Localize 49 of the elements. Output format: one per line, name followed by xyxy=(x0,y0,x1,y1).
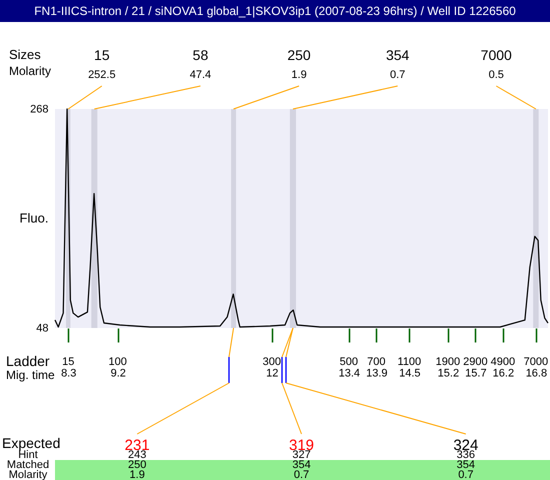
annotation: 252.5 xyxy=(88,69,116,81)
annotation: 0.5 xyxy=(488,69,504,81)
text: Expected xyxy=(2,435,60,451)
text: 700 xyxy=(367,356,386,368)
text: 15 xyxy=(94,47,110,63)
text: 7000 xyxy=(524,356,548,368)
x-tick-label: 12 xyxy=(266,368,278,380)
x-tick-label: 13.4 xyxy=(338,368,360,380)
x-tick-label: 14.5 xyxy=(399,368,421,380)
text: 58 xyxy=(192,47,208,63)
y-tick-label: 268 xyxy=(30,104,48,116)
y-axis-title: Fluo. xyxy=(20,210,48,226)
text: 100 xyxy=(108,356,127,368)
text: 354 xyxy=(386,47,410,63)
text: 1.9 xyxy=(130,469,145,480)
x-tick-label: 15.7 xyxy=(465,368,487,380)
x-tick-label: 9.2 xyxy=(110,368,126,380)
annotation: 1.9 xyxy=(291,69,307,81)
text: Hint xyxy=(18,449,38,461)
text: Sizes xyxy=(9,47,42,62)
text: 300 xyxy=(262,356,281,368)
text: 1100 xyxy=(398,356,422,368)
text: 0.7 xyxy=(458,469,474,480)
text: Matched xyxy=(6,459,50,471)
text: 250 xyxy=(287,47,311,63)
text: 250 xyxy=(128,459,146,471)
text: 7000 xyxy=(480,47,512,63)
annotation: 47.4 xyxy=(190,69,212,81)
x-tick-label: 13.9 xyxy=(366,368,388,380)
text: 354 xyxy=(456,459,476,471)
x-tick-label: 16.8 xyxy=(526,368,548,380)
x-axis-title: Mig. time xyxy=(6,368,55,382)
x-tick-label: 16.2 xyxy=(492,368,514,380)
text: 2900 xyxy=(463,356,488,368)
line-series xyxy=(54,108,549,328)
y-tick-label: 48 xyxy=(36,322,48,334)
text: 1900 xyxy=(436,356,460,368)
text: 0.7 xyxy=(294,469,310,480)
chart-title: FN1-IIICS-intron / 21 / siNOVA1 global_1|SKOV3ip1 (2007-08-23 96hrs) / Well ID 1226560 xyxy=(0,0,550,22)
x-tick-label: 15.2 xyxy=(438,368,460,380)
text: Molarity xyxy=(9,64,52,78)
text: 500 xyxy=(340,356,358,368)
text: 4900 xyxy=(490,356,516,368)
text: Molarity xyxy=(8,469,48,480)
text: 354 xyxy=(292,459,311,471)
x-tick-label: 8.3 xyxy=(61,368,76,380)
text: 15 xyxy=(62,356,74,368)
annotation: 0.7 xyxy=(390,69,406,81)
text: Ladder xyxy=(6,353,50,369)
